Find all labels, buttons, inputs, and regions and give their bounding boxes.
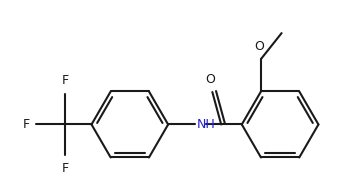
Text: F: F	[23, 118, 30, 131]
Text: O: O	[205, 73, 215, 86]
Text: NH: NH	[197, 118, 216, 131]
Text: O: O	[254, 40, 264, 53]
Text: F: F	[61, 74, 68, 87]
Text: F: F	[61, 162, 68, 175]
